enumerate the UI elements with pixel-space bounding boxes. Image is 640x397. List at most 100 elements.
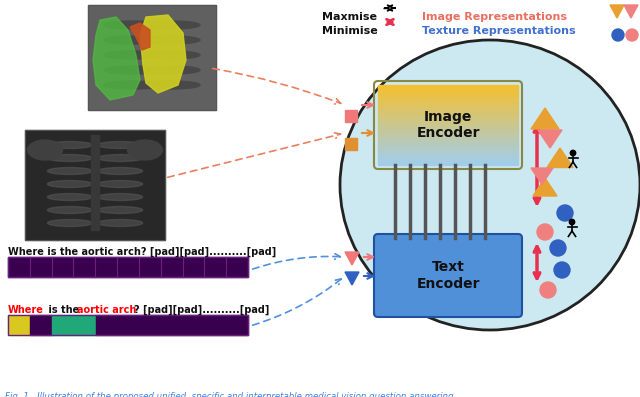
Ellipse shape [98,220,143,227]
Polygon shape [345,272,359,285]
Bar [378,130,518,133]
Bar [378,159,518,162]
Text: Minimise: Minimise [322,26,378,36]
Bar [378,100,518,104]
Text: Texture Representations: Texture Representations [422,26,575,36]
FancyBboxPatch shape [374,234,522,317]
Bar [378,93,518,96]
Bar [378,108,518,112]
Bar [378,138,518,141]
Text: ? [pad][pad]..........[pad]: ? [pad][pad]..........[pad] [134,305,269,315]
Circle shape [570,150,576,156]
Ellipse shape [28,140,63,160]
Text: Text
Encoder: Text Encoder [416,260,480,291]
Bar [8,257,248,277]
Circle shape [626,29,638,41]
Polygon shape [624,5,638,18]
Bar [378,106,518,109]
Ellipse shape [142,36,200,44]
Bar [378,151,518,154]
Ellipse shape [104,51,162,59]
Bar [378,111,518,114]
Bar [378,87,518,91]
Polygon shape [130,23,150,50]
Text: Where is the aortic arch? [pad][pad]..........[pad]: Where is the aortic arch? [pad][pad]....… [8,247,276,257]
Bar [378,133,518,136]
Ellipse shape [104,21,162,29]
Text: Image Representations: Image Representations [422,12,567,22]
Bar [378,141,518,144]
Ellipse shape [104,36,162,44]
Bar [8,257,248,277]
Bar [378,116,518,119]
Ellipse shape [98,168,143,175]
Bar [30,315,52,335]
Polygon shape [345,252,359,265]
Bar [378,148,518,152]
Bar [88,5,216,110]
Bar [378,85,518,88]
Bar [8,315,30,335]
Bar [91,135,99,230]
Ellipse shape [142,81,200,89]
Ellipse shape [47,193,92,200]
Ellipse shape [47,220,92,227]
Bar [25,130,165,240]
Circle shape [557,205,573,221]
Bar [378,127,518,130]
Bar [378,154,518,157]
Polygon shape [93,17,140,100]
Polygon shape [140,15,186,93]
Bar [378,162,518,165]
Bar [378,95,518,98]
Polygon shape [547,148,573,168]
Bar [378,146,518,149]
Bar [378,122,518,125]
Text: is the: is the [45,305,83,315]
Bar [378,135,518,138]
Polygon shape [531,108,559,129]
Ellipse shape [98,181,143,187]
Ellipse shape [127,140,163,160]
Polygon shape [531,168,553,185]
Ellipse shape [142,51,200,59]
Bar [378,90,518,93]
Bar [378,156,518,160]
Ellipse shape [98,193,143,200]
Circle shape [554,262,570,278]
Ellipse shape [98,154,143,162]
Ellipse shape [47,154,92,162]
Polygon shape [610,5,624,18]
Bar [378,114,518,117]
Ellipse shape [47,141,92,148]
Circle shape [570,219,575,225]
Circle shape [540,282,556,298]
Polygon shape [533,178,557,196]
Bar [378,143,518,146]
Text: Maxmise: Maxmise [322,12,377,22]
Text: Image
Encoder: Image Encoder [416,110,480,140]
Bar [345,138,357,150]
Ellipse shape [104,81,162,89]
Text: Fig. 1.  Illustration of the proposed unified, specific and interpretable medica: Fig. 1. Illustration of the proposed uni… [5,392,454,397]
Ellipse shape [47,181,92,187]
Ellipse shape [98,141,143,148]
Ellipse shape [47,206,92,214]
Bar [378,98,518,101]
Circle shape [537,224,553,240]
Bar [378,125,518,128]
Circle shape [550,240,566,256]
Ellipse shape [142,66,200,74]
Text: Where: Where [8,305,44,315]
Bar [378,103,518,106]
Bar [25,130,165,240]
Bar [52,315,96,335]
Ellipse shape [340,40,640,330]
Bar [88,5,216,110]
Polygon shape [538,130,562,148]
Text: aortic arch: aortic arch [77,305,136,315]
Ellipse shape [47,168,92,175]
Circle shape [612,29,624,41]
Bar [345,110,357,122]
Bar [96,315,248,335]
